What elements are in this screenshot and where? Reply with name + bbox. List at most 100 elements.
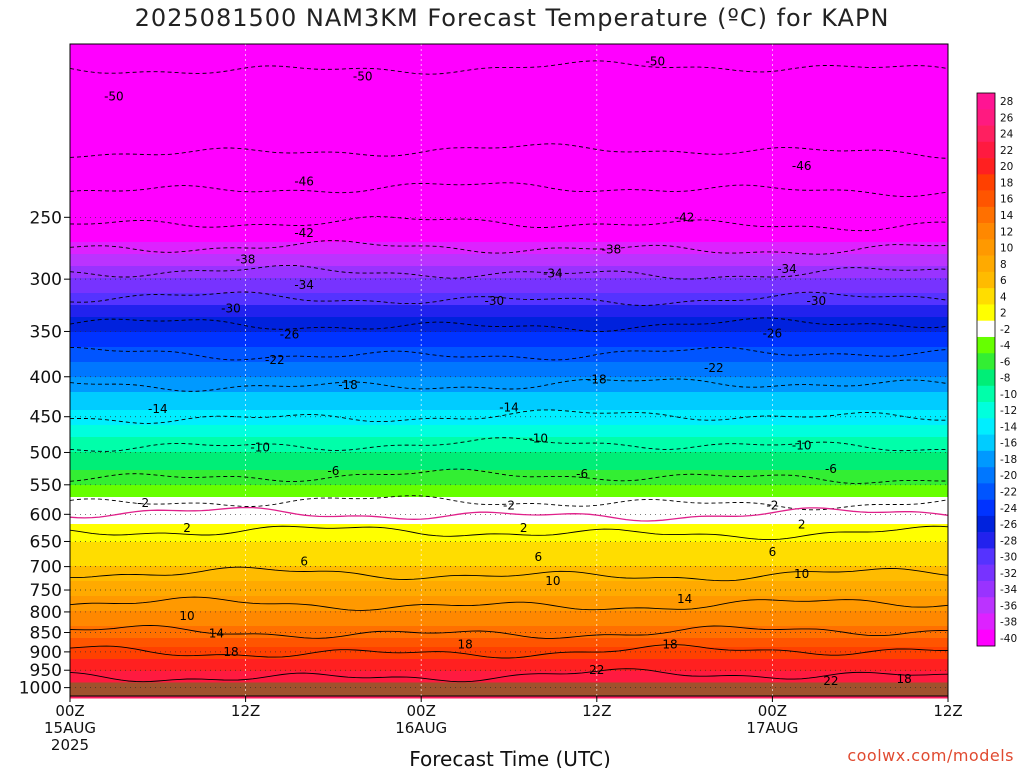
- x-tick-label: 17AUG: [746, 719, 798, 737]
- temperature-band: [70, 602, 948, 606]
- temperature-band: [70, 599, 948, 603]
- temperature-band: [70, 437, 948, 441]
- temperature-band: [70, 629, 948, 633]
- temperature-band: [70, 104, 948, 108]
- temperature-band: [70, 263, 948, 267]
- temperature-band: [70, 536, 948, 540]
- x-tick-label: 00Z: [758, 702, 787, 720]
- contour-label: -38: [236, 252, 256, 266]
- colorbar-label: -10: [1000, 389, 1017, 401]
- temperature-band: [70, 98, 948, 102]
- temperature-band: [70, 158, 948, 162]
- temperature-band: [70, 353, 948, 357]
- temperature-band: [70, 47, 948, 51]
- y-tick-label: 500: [30, 443, 62, 463]
- temperature-band: [70, 140, 948, 144]
- temperature-band: [70, 443, 948, 447]
- contour-label: -18: [338, 378, 358, 392]
- temperature-band: [70, 452, 948, 456]
- temperature-band: [70, 575, 948, 579]
- temperature-band: [70, 122, 948, 126]
- temperature-band: [70, 539, 948, 543]
- contour-label: -50: [646, 55, 666, 69]
- contour-label: -42: [675, 210, 695, 224]
- temperature-band: [70, 509, 948, 513]
- colorbar-label: -36: [1000, 600, 1017, 612]
- contour-label: 22: [823, 674, 838, 688]
- temperature-band: [70, 245, 948, 249]
- temperature-band: [70, 545, 948, 549]
- colorbar-swatch: [977, 255, 995, 273]
- temperature-band: [70, 680, 948, 684]
- temperature-band: [70, 587, 948, 591]
- temperature-band: [70, 209, 948, 213]
- temperature-band: [70, 74, 948, 78]
- temperature-band: [70, 440, 948, 444]
- temperature-band: [70, 137, 948, 141]
- temperature-band: [70, 194, 948, 198]
- isotherm-line: [69, 624, 949, 639]
- temperature-band: [70, 479, 948, 483]
- colorbar-label: -16: [1000, 438, 1017, 450]
- temperature-band: [70, 359, 948, 363]
- contour-label: 10: [794, 567, 809, 581]
- temperature-band: [70, 368, 948, 372]
- temperature-band: [70, 413, 948, 417]
- colorbar-swatch: [977, 629, 995, 647]
- temperature-band: [70, 248, 948, 252]
- temperature-band: [70, 53, 948, 57]
- isotherm-line: [69, 468, 948, 484]
- temperature-band: [70, 320, 948, 324]
- temperature-band: [70, 494, 948, 498]
- temperature-band: [70, 416, 948, 420]
- temperature-band: [70, 548, 948, 552]
- temperature-band: [70, 395, 948, 399]
- temperature-band: [70, 566, 948, 570]
- temperature-band: [70, 221, 948, 225]
- contour-label: -6: [825, 462, 837, 476]
- y-tick-label: 400: [30, 368, 62, 388]
- contour-label: -14: [148, 402, 168, 416]
- colorbar-swatch: [977, 613, 995, 631]
- temperature-band: [70, 236, 948, 240]
- temperature-band: [70, 695, 948, 699]
- temperature-band: [70, 374, 948, 378]
- temperature-band: [70, 644, 948, 648]
- colorbar-frame: [976, 92, 996, 647]
- temperature-band: [70, 455, 948, 459]
- contour-label: 18: [457, 637, 472, 651]
- temperature-band: [70, 251, 948, 255]
- contour-label: -10: [250, 441, 270, 455]
- contour-label: 2: [520, 521, 528, 535]
- temperature-band: [70, 287, 948, 291]
- chart-title: 2025081500 NAM3KM Forecast Temperature (…: [134, 4, 890, 32]
- contour-label: -30: [221, 301, 241, 315]
- temperature-band: [70, 224, 948, 228]
- temperature-band: [70, 128, 948, 132]
- contour-label: -22: [265, 353, 285, 367]
- temperature-band: [70, 260, 948, 264]
- temperature-band: [70, 449, 948, 453]
- isotherm-line: [69, 346, 949, 361]
- x-tick-label: 12Z: [582, 702, 611, 720]
- colorbar-label: -38: [1000, 617, 1017, 629]
- temperature-band: [70, 377, 948, 381]
- temperature-band: [70, 569, 948, 573]
- temperature-band: [70, 281, 948, 285]
- temperature-band: [70, 404, 948, 408]
- temperature-band: [70, 665, 948, 669]
- temperature-band: [70, 482, 948, 486]
- temperature-band: [70, 332, 948, 336]
- temperature-band: [70, 335, 948, 339]
- contour-label: 6: [300, 555, 308, 569]
- temperature-band: [70, 560, 948, 564]
- temperature-band: [70, 491, 948, 495]
- colorbar-label: 20: [1000, 161, 1013, 173]
- temperature-band: [70, 116, 948, 120]
- temperature-band: [70, 206, 948, 210]
- temperature-band: [70, 305, 948, 309]
- temperature-band: [70, 278, 948, 282]
- colorbar-swatch: [977, 597, 995, 614]
- temperature-band: [70, 500, 948, 504]
